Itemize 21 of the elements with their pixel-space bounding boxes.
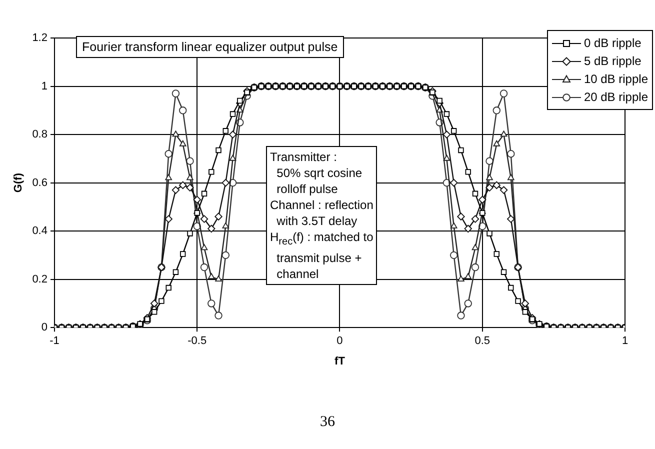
legend-label: 20 dB ripple (582, 89, 648, 106)
x-axis-title: fT (334, 355, 346, 368)
text: Transmitter : 50% sqrt cosine rolloff pulse Channel : reflection with 3.5T delay H$_{rec}$(f) : matched to transmit pulse + channel (270, 150, 374, 282)
y-tick-label: 0 (41, 322, 48, 334)
y-tick-label: 0.2 (32, 273, 48, 286)
y-tick-label: 1 (41, 80, 48, 92)
x-tick-label: 1 (622, 335, 628, 348)
chart-title: Fourier transform linear equalizer output pulse (76, 36, 344, 58)
y-tick-label: 0.6 (32, 176, 48, 189)
y-tick-label: 0.8 (32, 128, 48, 141)
y-tick-label: 1.2 (32, 32, 48, 44)
y-axis-title: G(f) (12, 172, 25, 193)
legend-label: 5 dB ripple (582, 53, 642, 70)
y-tick-label: 0.4 (32, 225, 48, 238)
x-tick-label: 0.5 (474, 335, 490, 348)
x-tick-label: -1 (50, 335, 60, 348)
legend-label: 0 dB ripple (582, 35, 642, 52)
x-tick-label: -0.5 (188, 335, 207, 348)
legend-label: 10 dB ripple (582, 71, 648, 88)
x-tick-label: 0 (336, 335, 343, 348)
text: 36 (319, 414, 336, 431)
